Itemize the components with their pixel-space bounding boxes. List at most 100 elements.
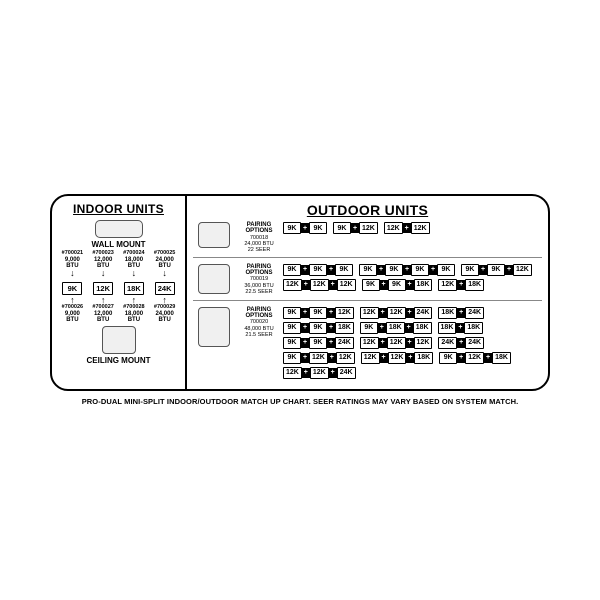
pairing-combo: 9K+9K+24K bbox=[283, 337, 354, 349]
capacity-box: 9K bbox=[411, 264, 429, 276]
plus-icon: + bbox=[429, 265, 437, 275]
ceiling-mount-icon bbox=[102, 326, 136, 354]
plus-icon: + bbox=[403, 265, 411, 275]
outdoor-unit-row: PAIRING OPTIONS70001824,000 BTU22 SEER 9K… bbox=[193, 222, 542, 258]
pairing-combo: 24K+24K bbox=[438, 337, 484, 349]
footnote: PRO-DUAL MINI-SPLIT INDOOR/OUTDOOR MATCH… bbox=[50, 397, 550, 406]
pairing-combo: 9K+12K bbox=[333, 222, 378, 234]
arrow-down-icon: ↓ bbox=[150, 269, 179, 278]
plus-icon: + bbox=[403, 223, 411, 233]
pairing-combo: 9K+9K+12K bbox=[283, 307, 354, 319]
capacity-box: 18K bbox=[124, 282, 144, 295]
pairing-combos: 9K+9K9K+12K12K+12K bbox=[283, 222, 542, 234]
capacity-box: 9K bbox=[309, 337, 327, 349]
capacity-box: 12K bbox=[310, 279, 329, 291]
plus-icon: + bbox=[301, 323, 309, 333]
wall-mount-label: WALL MOUNT bbox=[58, 240, 179, 249]
plus-icon: + bbox=[327, 308, 335, 318]
outdoor-seer: 21.5 SEER bbox=[239, 332, 279, 338]
pairing-combo: 18K+18K bbox=[438, 322, 484, 334]
outdoor-unit-row: PAIRING OPTIONS70001936,000 BTU22.5 SEER… bbox=[193, 264, 542, 301]
capacity-box: 24K bbox=[438, 337, 457, 349]
capacity-box: 9K bbox=[437, 264, 455, 276]
pairing-combo: 12K+12K+18K bbox=[361, 352, 434, 364]
outdoor-column: OUTDOOR UNITS PAIRING OPTIONS70001824,00… bbox=[187, 196, 548, 389]
capacity-box: 24K bbox=[155, 282, 175, 295]
capacity-box: 18K bbox=[386, 322, 405, 334]
capacity-box: 12K bbox=[361, 352, 380, 364]
outdoor-seer: 22 SEER bbox=[239, 247, 279, 253]
capacity-box: 9K bbox=[309, 264, 327, 276]
plus-icon: + bbox=[301, 223, 309, 233]
capacity-box: 12K bbox=[465, 352, 484, 364]
capacity-box: 9K bbox=[461, 264, 479, 276]
pairing-combos: 9K+9K+9K9K+9K+9K+9K9K+9K+12K12K+12K+12K9… bbox=[283, 264, 542, 291]
capacity-box: 9K bbox=[360, 322, 378, 334]
pairing-meta: PAIRING OPTIONS70001824,000 BTU22 SEER bbox=[239, 222, 279, 253]
plus-icon: + bbox=[406, 338, 414, 348]
pairing-combo: 9K+9K+12K bbox=[461, 264, 532, 276]
plus-icon: + bbox=[457, 338, 465, 348]
plus-icon: + bbox=[505, 265, 513, 275]
plus-icon: + bbox=[327, 323, 335, 333]
capacity-box: 12K bbox=[283, 367, 302, 379]
plus-icon: + bbox=[484, 353, 492, 363]
capacity-box: 18K bbox=[464, 322, 483, 334]
outdoor-unit-row: PAIRING OPTIONS70002048,000 BTU21.5 SEER… bbox=[193, 307, 542, 383]
capacity-box: 18K bbox=[465, 279, 484, 291]
plus-icon: + bbox=[301, 353, 309, 363]
capacity-box: 12K bbox=[93, 282, 113, 295]
plus-icon: + bbox=[329, 280, 337, 290]
capacity-box: 24K bbox=[335, 337, 354, 349]
ceiling-btu-row: 9,000BTU 12,000BTU 18,000BTU 24,000BTU bbox=[58, 311, 179, 324]
plus-icon: + bbox=[327, 338, 335, 348]
capacity-box: 24K bbox=[465, 337, 484, 349]
capacity-box: 9K bbox=[283, 264, 301, 276]
wall-mount-icon bbox=[95, 220, 143, 238]
capacity-box: 12K bbox=[335, 307, 354, 319]
pairing-combo: 12K+12K bbox=[384, 222, 430, 234]
capacity-box: 9K bbox=[388, 279, 406, 291]
capacity-box: 12K bbox=[337, 279, 356, 291]
capacity-box: 9K bbox=[309, 222, 327, 234]
pairing-meta: PAIRING OPTIONS70001936,000 BTU22.5 SEER bbox=[239, 264, 279, 295]
plus-icon: + bbox=[380, 353, 388, 363]
plus-icon: + bbox=[406, 280, 414, 290]
outdoor-title: OUTDOOR UNITS bbox=[193, 202, 542, 218]
plus-icon: + bbox=[456, 323, 464, 333]
plus-icon: + bbox=[379, 338, 387, 348]
capacity-box: 24K bbox=[337, 367, 356, 379]
capacity-box: 12K bbox=[513, 264, 532, 276]
plus-icon: + bbox=[457, 353, 465, 363]
pairing-combo: 9K+12K+12K bbox=[283, 352, 355, 364]
capacity-box: 12K bbox=[336, 352, 355, 364]
capacity-box: 12K bbox=[411, 222, 430, 234]
pairing-combo: 9K+18K+18K bbox=[360, 322, 432, 334]
plus-icon: + bbox=[301, 265, 309, 275]
capacity-box: 9K bbox=[283, 222, 301, 234]
pairing-combo: 12K+12K+12K bbox=[283, 279, 356, 291]
arrow-down-icon: ↓ bbox=[120, 269, 149, 278]
capacity-box: 18K bbox=[438, 307, 457, 319]
capacity-box: 9K bbox=[309, 307, 327, 319]
capacity-box: 18K bbox=[492, 352, 511, 364]
plus-icon: + bbox=[329, 368, 337, 378]
outdoor-btu: 36,000 BTU bbox=[239, 283, 279, 289]
plus-icon: + bbox=[301, 308, 309, 318]
outdoor-sections: PAIRING OPTIONS70001824,000 BTU22 SEER 9K… bbox=[193, 222, 542, 383]
pairing-options-label: PAIRING OPTIONS bbox=[239, 307, 279, 320]
pairing-combo: 9K+12K+18K bbox=[439, 352, 511, 364]
pairing-combos: 9K+9K+12K12K+12K+24K18K+24K9K+9K+18K9K+1… bbox=[283, 307, 542, 379]
pairing-combo: 12K+12K+24K bbox=[283, 367, 356, 379]
capacity-box: 18K bbox=[335, 322, 354, 334]
capacity-box: 9K bbox=[487, 264, 505, 276]
capacity-box: 24K bbox=[465, 307, 484, 319]
capacity-box: 9K bbox=[283, 322, 301, 334]
capacity-box: 12K bbox=[359, 222, 378, 234]
pairing-options-label: PAIRING OPTIONS bbox=[239, 222, 279, 235]
plus-icon: + bbox=[378, 323, 386, 333]
outdoor-unit-icon bbox=[198, 222, 230, 248]
match-chart-panel: INDOOR UNITS WALL MOUNT #700021 #700023 … bbox=[50, 194, 550, 391]
capacity-box: 12K bbox=[414, 337, 433, 349]
plus-icon: + bbox=[351, 223, 359, 233]
